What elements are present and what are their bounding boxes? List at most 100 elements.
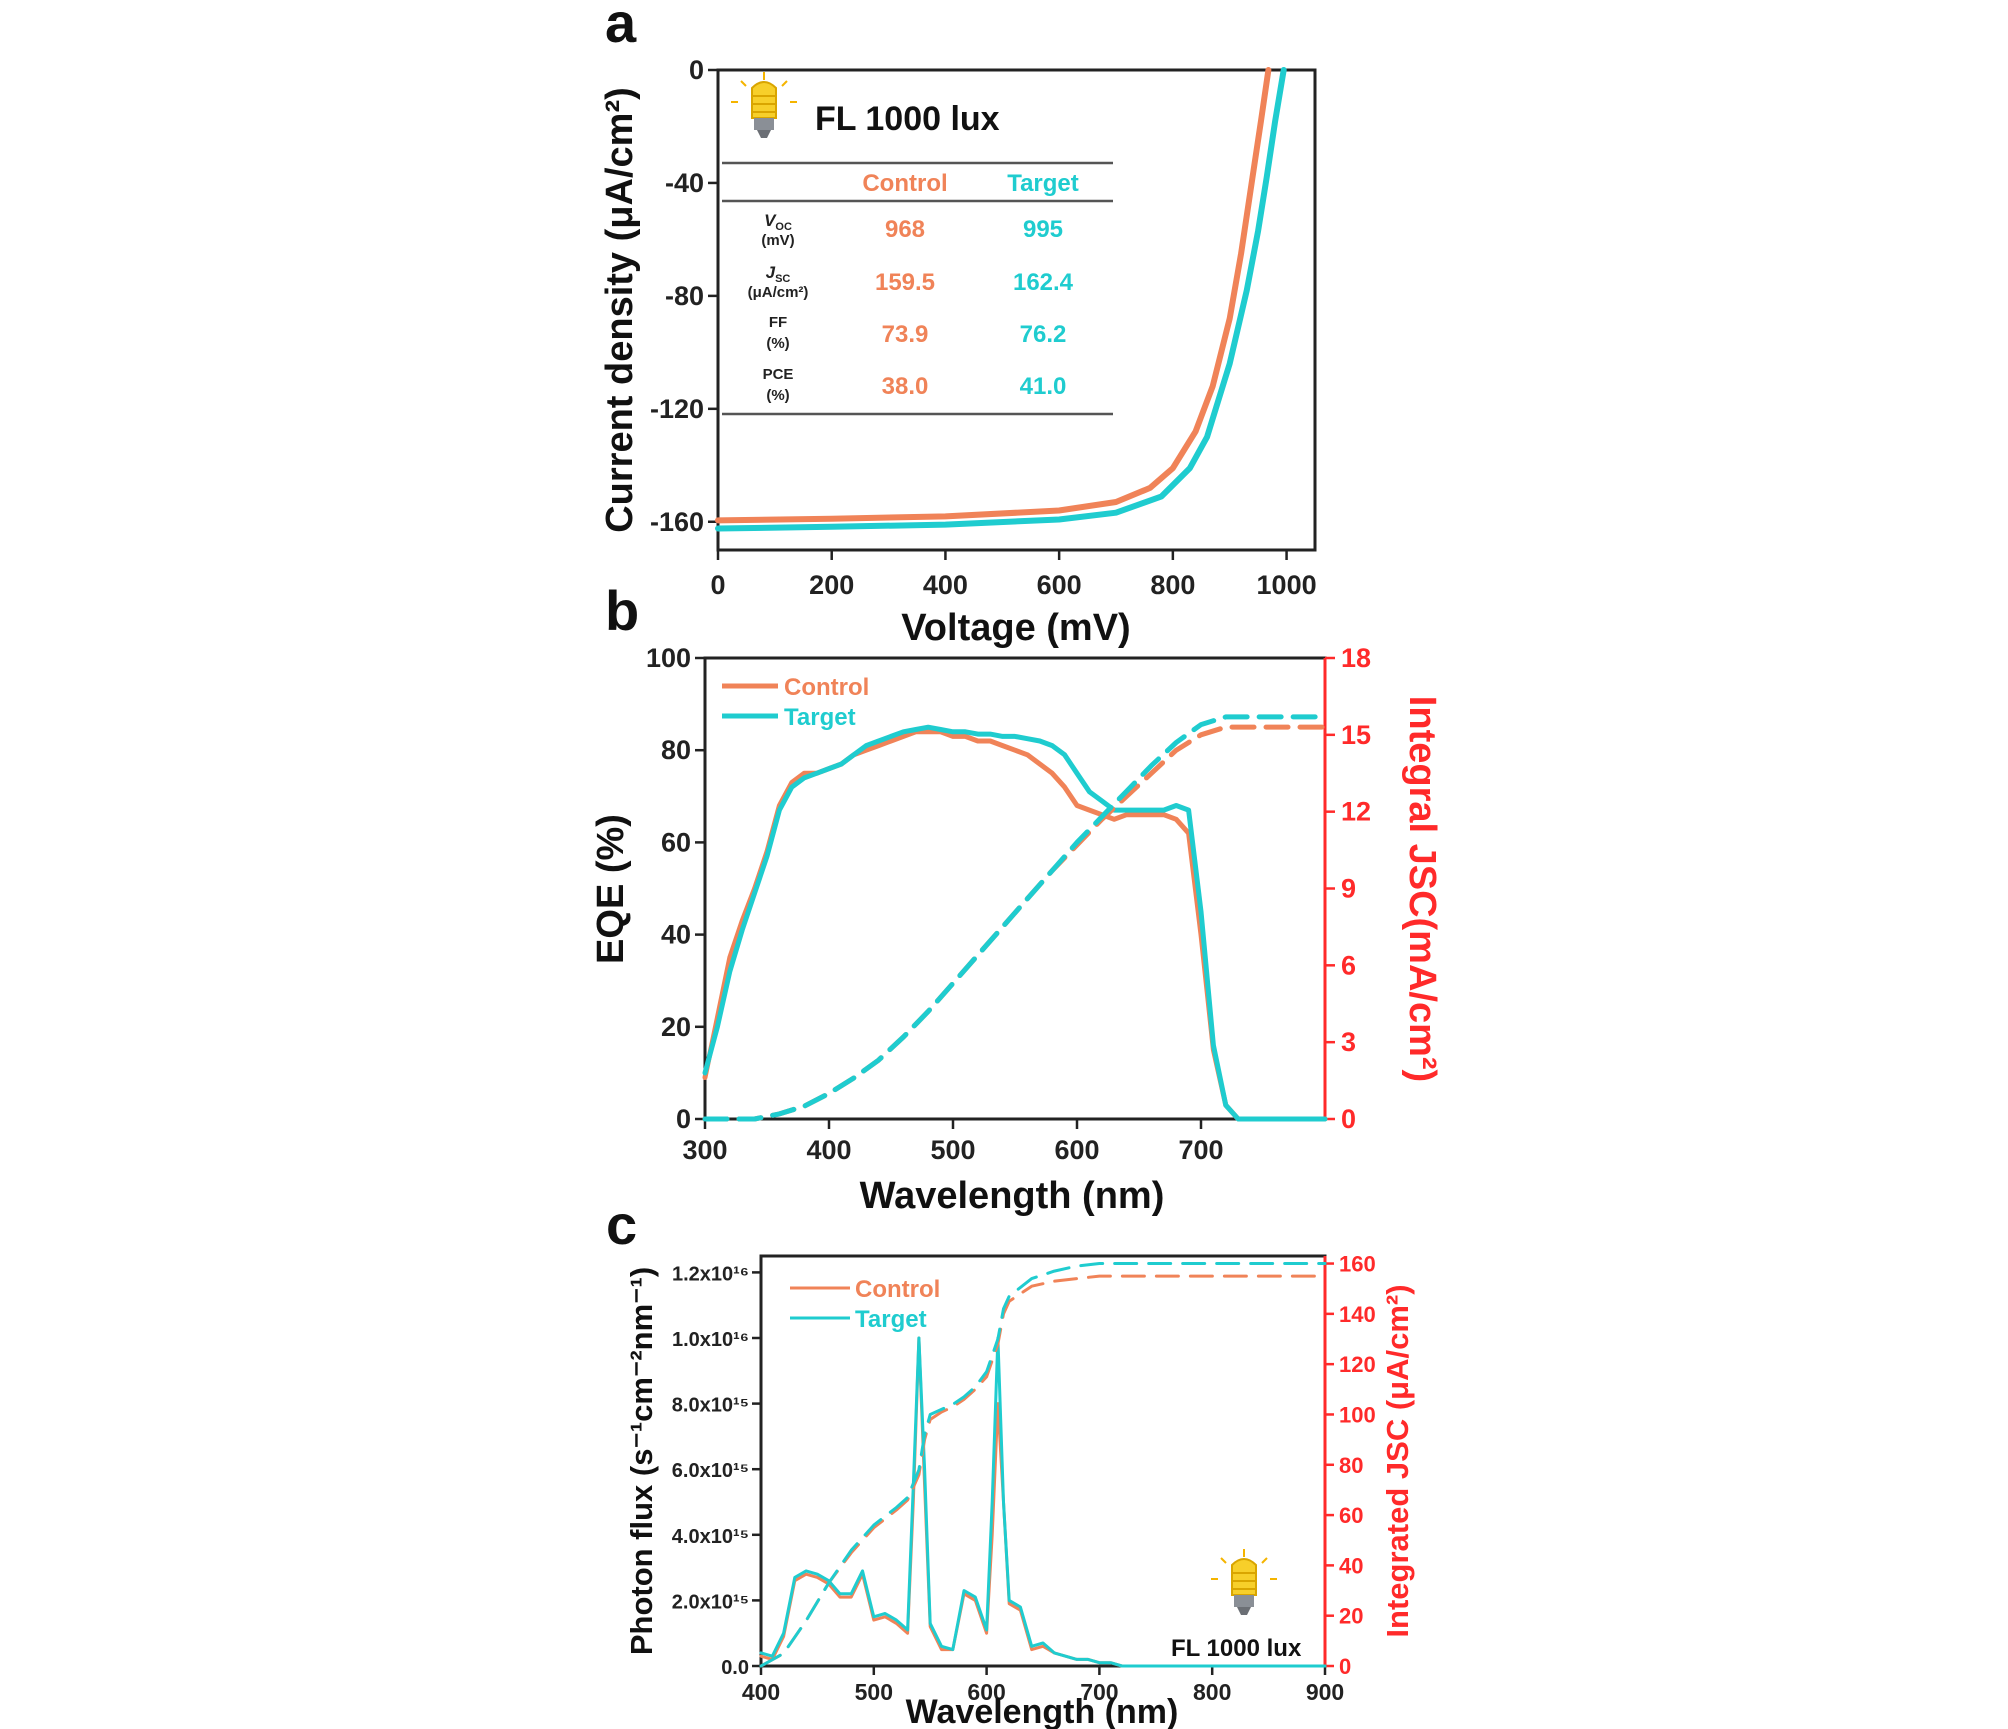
y-tick-label: 60 — [661, 827, 691, 857]
x-tick-label: 800 — [1193, 1679, 1231, 1705]
table-row-voc-unit: (mV) — [761, 232, 794, 249]
plot-a-frame — [716, 68, 1317, 552]
table-row-pce-unit: (%) — [766, 387, 789, 404]
x-tick-label: 500 — [855, 1679, 893, 1705]
y-tick-label: 40 — [661, 920, 691, 950]
light-bulb-icon — [1211, 1549, 1277, 1615]
table-ff-control: 73.9 — [882, 321, 929, 348]
target-jv-line — [715, 67, 1287, 532]
x-tick-label: 800 — [1150, 570, 1195, 600]
y2-tick-label: 80 — [1339, 1453, 1363, 1478]
y2-tick-label: 9 — [1341, 874, 1356, 904]
table-voc-target: 995 — [1023, 216, 1063, 243]
table-row-ff-unit: (%) — [766, 335, 789, 352]
x-tick-label: 200 — [809, 570, 854, 600]
y-tick-label: -80 — [665, 281, 704, 311]
x-tick-label: 400 — [806, 1135, 851, 1165]
y2-tick-label: 0 — [1339, 1654, 1351, 1679]
plot-a-lines — [715, 67, 1287, 532]
y-tick-label: 0.0 — [721, 1657, 749, 1679]
legend-c-target-label: Target — [855, 1306, 927, 1333]
legend-target-label: Target — [784, 704, 856, 731]
table-jsc-target: 162.4 — [1013, 269, 1074, 296]
panel-b-label: b — [605, 579, 639, 642]
y-tick-label: -120 — [650, 394, 704, 424]
y-tick-label: 2.0x10¹⁵ — [672, 1591, 749, 1613]
legend-control-label: Control — [784, 674, 869, 701]
x-tick-label: 400 — [923, 570, 968, 600]
x-tick-label: 0 — [710, 570, 725, 600]
plot-c-lines — [759, 1262, 1327, 1668]
plot-b: 300 400 500 600 700 0 20 40 60 80 100 0 3 6 9 12 15 18 Co… — [590, 643, 1443, 1217]
y-tick-label: 8.0x10¹⁵ — [672, 1395, 749, 1417]
table-row-pce-name: PCE — [763, 366, 794, 383]
y2-tick-label: 120 — [1339, 1352, 1376, 1377]
table-jsc-control: 159.5 — [875, 269, 935, 296]
panel-c-label: c — [606, 1193, 637, 1256]
table-row-voc-name: VOC — [764, 211, 792, 233]
y2-tick-label: 0 — [1341, 1104, 1356, 1134]
plot-a-xlabel: Voltage (mV) — [901, 607, 1130, 649]
control-eqe-line — [702, 729, 1328, 1122]
target-integral-jsc-line — [702, 714, 1328, 1122]
y-tick-label: 4.0x10¹⁵ — [672, 1526, 749, 1548]
control-jv-line — [715, 67, 1272, 524]
plot-c-ylabel: Photon flux (s⁻¹cm⁻²nm⁻¹) — [624, 1267, 659, 1655]
plot-b-xlabel: Wavelength (nm) — [860, 1175, 1165, 1217]
plot-c-ticks: 400 500 600 700 800 9000.02.0x10¹⁵4.0x10¹⁵6.0… — [672, 1252, 1376, 1705]
light-bulb-icon — [731, 72, 797, 138]
plot-a-ylabel: Current density (μA/cm²) — [599, 87, 641, 533]
y2-tick-label: 60 — [1339, 1503, 1363, 1528]
x-tick-label: 900 — [1306, 1679, 1344, 1705]
y-tick-label: -160 — [650, 507, 704, 537]
y2-tick-label: 15 — [1341, 720, 1371, 750]
target-integrated-jsc-line — [759, 1262, 1327, 1668]
table-pce-target: 41.0 — [1020, 373, 1067, 400]
target-eqe-line — [702, 724, 1328, 1122]
y-tick-label: 1.2x10¹⁶ — [672, 1263, 749, 1285]
y-tick-label: -40 — [665, 168, 704, 198]
table-row-ff-name: FF — [769, 314, 787, 331]
y-tick-label: 100 — [646, 643, 691, 673]
y2-tick-label: 160 — [1339, 1252, 1376, 1277]
plot-c-annotation: FL 1000 lux — [1171, 1635, 1302, 1662]
y2-tick-label: 12 — [1341, 797, 1371, 827]
x-tick-label: 600 — [967, 1679, 1005, 1705]
y2-tick-label: 3 — [1341, 1027, 1356, 1057]
x-tick-label: 1000 — [1257, 570, 1317, 600]
legend-c-control-label: Control — [855, 1276, 940, 1303]
y2-tick-label: 140 — [1339, 1302, 1376, 1327]
plot-c-xlabel: Wavelength (nm) — [906, 1693, 1179, 1729]
x-tick-label: 500 — [930, 1135, 975, 1165]
plot-b-ylabel: EQE (%) — [590, 814, 632, 964]
plot-a-ticks: 0 200 400 600 800 1000 0 -40 -80 -120 -160 — [650, 55, 1317, 600]
plot-b-y2label: Integral JSC(mA/cm²) — [1401, 696, 1443, 1082]
plot-c-y2label: Integrated JSC (μA/cm²) — [1380, 1284, 1415, 1637]
plot-c-legend: Control Target — [790, 1276, 940, 1333]
x-tick-label: 400 — [742, 1679, 780, 1705]
target-flux-line — [759, 1336, 1327, 1668]
plot-c: 400 500 600 700 800 9000.02.0x10¹⁵4.0x10¹⁵6.0… — [624, 1252, 1415, 1729]
y-tick-label: 0 — [689, 55, 704, 85]
y2-tick-label: 18 — [1341, 643, 1371, 673]
table-header-control: Control — [862, 170, 947, 197]
y-tick-label: 6.0x10¹⁵ — [672, 1460, 749, 1482]
plot-a-title: FL 1000 lux — [815, 100, 1000, 138]
table-row-jsc-name: JSC — [766, 263, 791, 285]
y-tick-label: 80 — [661, 735, 691, 765]
plot-b-lines — [702, 714, 1328, 1122]
performance-table: Control Target VOC (mV) 968 995 JSC (μA/… — [722, 161, 1113, 416]
x-tick-label: 600 — [1037, 570, 1082, 600]
plot-b-ticks: 300 400 500 600 700 0 20 40 60 80 100 0 3 6 9 12 15 18 — [646, 643, 1371, 1165]
y2-tick-label: 6 — [1341, 950, 1356, 980]
panel-a-label: a — [605, 0, 637, 54]
x-tick-label: 600 — [1054, 1135, 1099, 1165]
control-integral-jsc-line — [702, 724, 1328, 1122]
table-header-target: Target — [1007, 170, 1079, 197]
y-tick-label: 1.0x10¹⁶ — [672, 1329, 749, 1351]
plot-b-legend: Control Target — [722, 674, 869, 731]
y2-tick-label: 20 — [1339, 1604, 1363, 1629]
x-tick-label: 700 — [1080, 1679, 1118, 1705]
control-flux-line — [759, 1336, 1327, 1668]
